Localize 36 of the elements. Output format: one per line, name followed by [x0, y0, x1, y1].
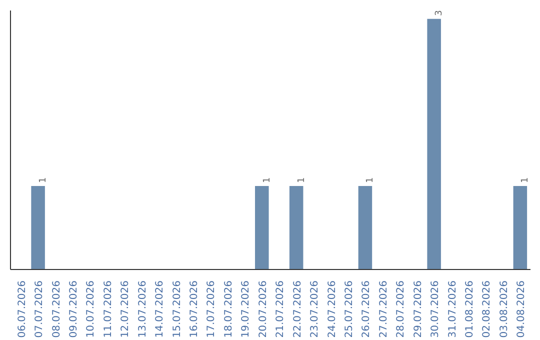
x-tick-label: 26.07.2026	[361, 280, 372, 338]
data-label: 1	[296, 177, 307, 183]
x-tick-label: 10.07.2026	[86, 280, 97, 338]
x-tick-label: 24.07.2026	[326, 280, 338, 338]
x-tick-label: 16.07.2026	[189, 280, 200, 338]
x-tick-label: 20.07.2026	[258, 280, 269, 338]
x-tick-label: 11.07.2026	[102, 280, 114, 338]
x-tick-label: 06.07.2026	[16, 280, 28, 338]
x-tick-label: 15.07.2026	[172, 280, 183, 338]
data-label: 3	[434, 10, 445, 16]
x-tick-label: 25.07.2026	[344, 280, 355, 338]
x-tick-label: 18.07.2026	[223, 280, 234, 338]
x-tick-label: 14.07.2026	[154, 280, 166, 338]
x-tick-label: 21.07.2026	[275, 280, 286, 338]
x-tick-label: 09.07.2026	[68, 280, 80, 338]
x-tick-label: 30.07.2026	[430, 280, 442, 338]
data-label: 1	[366, 177, 376, 183]
data-label: 1	[262, 177, 272, 183]
x-tick-label: 17.07.2026	[206, 280, 218, 338]
x-tick-label: 19.07.2026	[240, 280, 252, 338]
x-tick-label: 23.07.2026	[310, 280, 321, 338]
x-tick-label: 29.07.2026	[412, 280, 424, 338]
x-tick-label: 03.08.2026	[498, 280, 510, 338]
x-tick-label: 22.07.2026	[292, 280, 304, 338]
x-tick-label: 04.08.2026	[516, 280, 528, 338]
x-tick-label: 13.07.2026	[137, 280, 148, 338]
x-tick-label: 08.07.2026	[51, 280, 62, 338]
x-tick-label: 01.08.2026	[464, 280, 476, 338]
x-tick-label: 02.08.2026	[482, 280, 493, 338]
x-tick-label: 31.07.2026	[447, 280, 458, 338]
x-tick-label: 28.07.2026	[396, 280, 407, 338]
data-label: 1	[520, 177, 531, 183]
x-tick-label: 07.07.2026	[34, 280, 46, 338]
x-tick-label: 27.07.2026	[378, 280, 390, 338]
data-label: 1	[38, 177, 49, 183]
x-tick-label: 12.07.2026	[120, 280, 132, 338]
